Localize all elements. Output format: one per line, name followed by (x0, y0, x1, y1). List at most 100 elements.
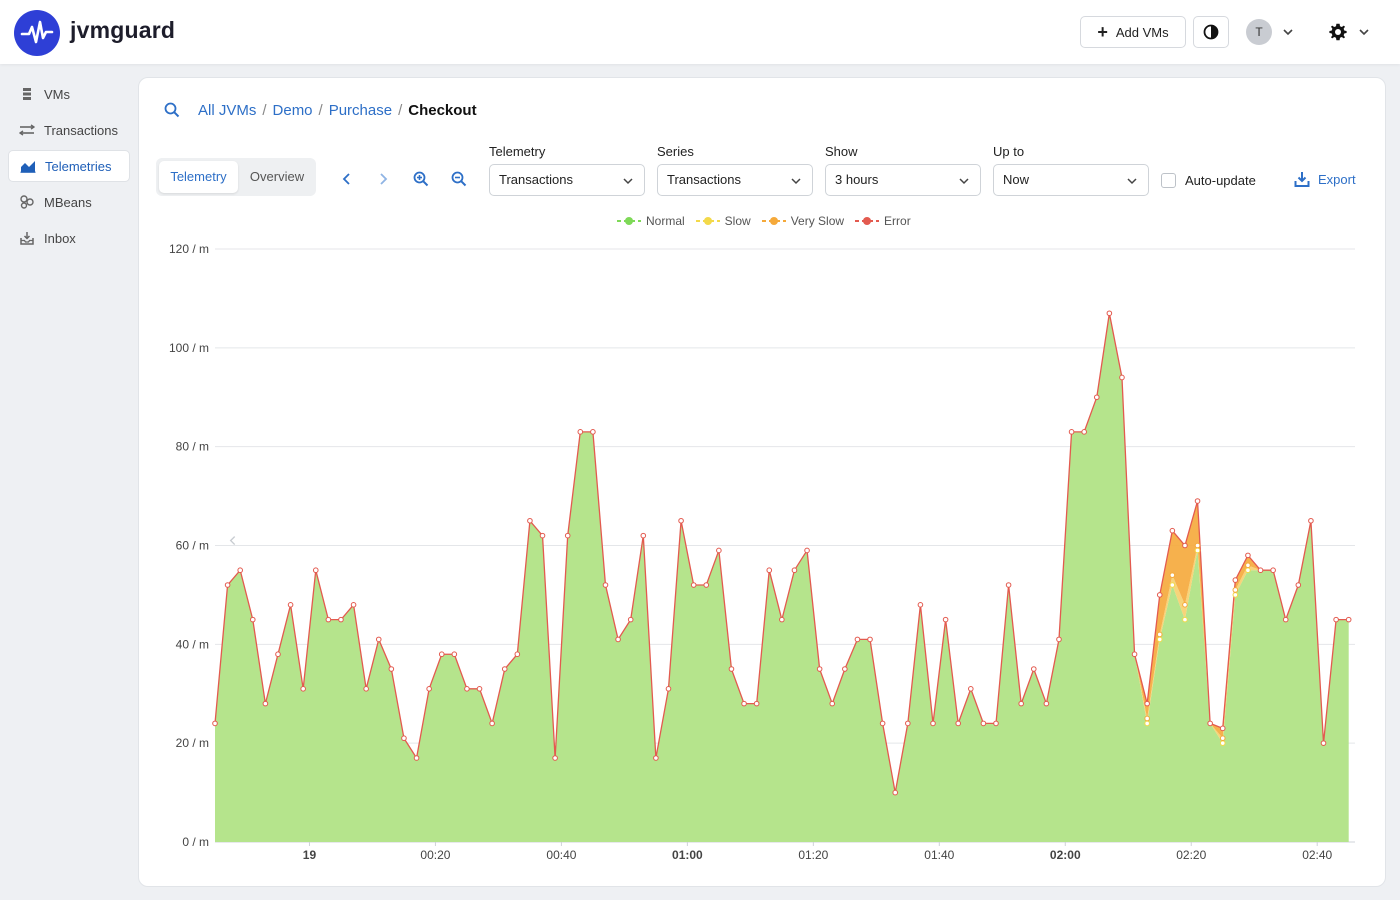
sidebar-item-telemetries[interactable]: Telemetries (8, 150, 130, 182)
theme-toggle-button[interactable] (1193, 16, 1229, 48)
data-point-normal[interactable] (1232, 592, 1239, 598)
data-point-total[interactable] (741, 700, 747, 707)
data-point-total[interactable] (1282, 616, 1289, 623)
zoom-in-button[interactable] (412, 170, 430, 188)
data-point-total[interactable] (426, 686, 432, 692)
data-point-total[interactable] (816, 666, 823, 672)
breadcrumb-link-demo[interactable]: Demo (272, 101, 313, 119)
series-select[interactable]: Transactions (657, 164, 813, 196)
data-point-total[interactable] (665, 686, 672, 692)
data-point-total[interactable] (564, 532, 571, 539)
auto-update-checkbox[interactable] (1161, 173, 1176, 188)
user-avatar[interactable]: T (1246, 19, 1272, 45)
settings-chevron-down-icon[interactable] (1358, 26, 1370, 38)
data-point-total[interactable] (338, 616, 344, 623)
data-point-total[interactable] (577, 429, 584, 435)
data-point-total[interactable] (905, 720, 911, 727)
legend-item-normal[interactable]: Normal (616, 214, 685, 228)
data-point-total[interactable] (993, 720, 999, 727)
data-point-slow[interactable] (1232, 587, 1239, 593)
data-point-total[interactable] (955, 720, 962, 727)
data-point-normal[interactable] (1156, 636, 1163, 643)
data-point-slow[interactable] (1144, 715, 1150, 722)
up-to-select[interactable]: Now (993, 164, 1149, 196)
data-point-normal[interactable] (1144, 720, 1150, 727)
data-point-total[interactable] (312, 567, 319, 574)
sidebar-item-mbeans[interactable]: MBeans (8, 186, 130, 218)
data-point-total[interactable] (363, 686, 369, 692)
data-point-total[interactable] (1119, 374, 1125, 381)
data-point-total[interactable] (1333, 616, 1339, 623)
data-point-total[interactable] (249, 616, 256, 623)
data-point-slow[interactable] (1169, 572, 1176, 578)
data-point-total[interactable] (1245, 552, 1251, 559)
chart-scroll-left-chevron-icon[interactable] (229, 536, 236, 546)
data-point-total[interactable] (640, 532, 647, 539)
data-point-total[interactable] (678, 517, 684, 524)
data-point-total[interactable] (1018, 700, 1024, 707)
show-select[interactable]: 3 hours (825, 164, 981, 196)
data-point-normal[interactable] (1182, 616, 1188, 623)
data-point-normal[interactable] (1245, 567, 1251, 574)
data-point-total[interactable] (287, 602, 294, 608)
data-point-total[interactable] (438, 651, 445, 658)
data-point-slow[interactable] (1245, 562, 1251, 569)
sidebar-item-inbox[interactable]: Inbox (8, 222, 130, 254)
jvmguard-logo-icon[interactable] (14, 10, 60, 56)
data-point-total[interactable] (653, 755, 659, 761)
telemetry-select[interactable]: Transactions (489, 164, 645, 196)
data-point-total[interactable] (779, 616, 785, 623)
settings-gear-icon[interactable] (1328, 22, 1348, 42)
data-point-total[interactable] (867, 636, 873, 643)
legend-item-slow[interactable]: Slow (695, 214, 751, 228)
data-point-total[interactable] (1219, 725, 1226, 732)
data-point-total[interactable] (1131, 651, 1138, 658)
data-point-total[interactable] (590, 429, 596, 435)
legend-item-very-slow[interactable]: Very Slow (761, 214, 844, 228)
data-point-total[interactable] (1093, 394, 1100, 401)
data-point-total[interactable] (1156, 592, 1163, 598)
data-point-total[interactable] (275, 651, 281, 658)
data-point-total[interactable] (552, 755, 558, 761)
data-point-total[interactable] (325, 616, 332, 623)
data-point-total[interactable] (527, 517, 533, 524)
data-point-total[interactable] (350, 602, 357, 608)
data-point-total[interactable] (1106, 310, 1113, 317)
data-point-total[interactable] (237, 567, 243, 574)
data-point-total[interactable] (212, 720, 218, 727)
data-point-total[interactable] (451, 651, 458, 658)
breadcrumb-link-all-jvms[interactable]: All JVMs (198, 101, 257, 119)
data-point-total[interactable] (1257, 567, 1264, 574)
data-point-total[interactable] (980, 720, 987, 727)
user-menu-chevron-down-icon[interactable] (1282, 26, 1294, 38)
data-point-total[interactable] (753, 700, 760, 707)
data-point-normal[interactable] (1219, 740, 1226, 746)
data-point-total[interactable] (690, 582, 697, 588)
search-icon[interactable] (164, 102, 180, 118)
tab-telemetry[interactable]: Telemetry (159, 161, 238, 193)
next-period-button[interactable] (374, 170, 392, 188)
data-point-total[interactable] (1320, 740, 1327, 746)
data-point-total[interactable] (804, 547, 810, 554)
data-point-total[interactable] (1144, 700, 1150, 707)
data-point-total[interactable] (703, 582, 710, 588)
data-point-total[interactable] (942, 616, 949, 623)
data-point-total[interactable] (401, 735, 407, 742)
data-point-normal[interactable] (1169, 582, 1176, 588)
data-point-total[interactable] (1207, 720, 1213, 727)
auto-update-label[interactable]: Auto-update (1185, 173, 1256, 188)
data-point-total[interactable] (489, 720, 495, 727)
previous-period-button[interactable] (338, 170, 356, 188)
data-point-total[interactable] (615, 636, 621, 643)
data-point-total[interactable] (1194, 498, 1201, 504)
data-point-total[interactable] (1043, 700, 1050, 707)
data-point-total[interactable] (375, 636, 382, 643)
data-point-total[interactable] (476, 686, 483, 692)
data-point-total[interactable] (1056, 636, 1062, 643)
data-point-total[interactable] (388, 666, 395, 672)
data-point-slow[interactable] (1182, 602, 1188, 608)
data-point-total[interactable] (842, 666, 848, 672)
transactions-area-chart[interactable]: 0 / m 20 / m 40 / m 60 / m 80 / m 100 / m 120 … (160, 236, 1370, 876)
data-point-total[interactable] (1030, 666, 1037, 672)
data-point-total[interactable] (791, 567, 798, 574)
